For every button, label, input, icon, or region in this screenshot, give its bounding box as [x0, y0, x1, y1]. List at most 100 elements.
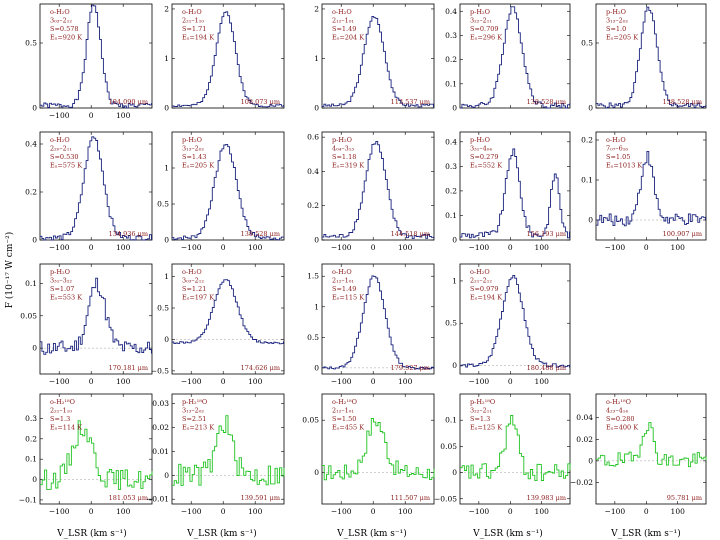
transition-info-line: S=1.18: [332, 153, 356, 161]
spectrum-line: [172, 11, 284, 108]
y-tick-label: 0: [32, 104, 37, 113]
panel-frame: [321, 393, 435, 505]
panel-frame: [171, 263, 285, 375]
transition-info-line: o-H₂O: [470, 268, 490, 276]
spectrum-line: [40, 136, 152, 241]
spectrum-panel-17: −0.05 0 0.05 0.1 −100 0 100 p-H₂¹⁸O3₂₂–2₁₁S=1.3…: [434, 393, 571, 516]
x-tick-label: 0: [89, 377, 94, 386]
y-tick-label: 0.01: [152, 447, 169, 456]
wavelength-label: 139.591 μm: [241, 494, 280, 502]
x-tick-label: 0: [371, 507, 376, 516]
y-tick-label: 0.4: [25, 140, 37, 149]
transition-info-line: p-H₂¹⁸O: [470, 398, 495, 406]
y-tick-label: 0.2: [25, 434, 37, 443]
transition-info-line: Eᵤ=920 K: [50, 34, 82, 42]
transition-info-line: S=1.3: [50, 415, 70, 423]
transition-info-line: o-H₂¹⁸O: [332, 398, 357, 406]
spectrum-line: [40, 4, 152, 109]
x-tick-label: −100: [469, 507, 490, 516]
y-tick-label: 0: [164, 335, 169, 344]
y-tick-label: 0.02: [152, 423, 169, 432]
transition-info-line: S=1.21: [182, 285, 206, 293]
y-tick-label: 0.1: [25, 455, 37, 464]
x-tick-label: −100: [49, 111, 70, 120]
y-tick-label: 0.4: [445, 137, 457, 146]
panel-frame: [171, 393, 285, 505]
y-tick-label: 0: [452, 236, 457, 245]
y-tick-label: 1: [164, 272, 169, 281]
transition-info-line: Eᵤ=1013 K: [606, 162, 642, 170]
wavelength-label: 174.626 μm: [241, 364, 280, 372]
transition-info-line: Eᵤ=296 K: [470, 34, 502, 42]
spectrum-panel-7: 0 0.2 0.4 0.6 −100 0 100 p-H₂O4₀₄–3₁₃S=1.18Eᵤ=3…: [307, 131, 435, 252]
x-tick-label: 0: [508, 243, 513, 252]
wavelength-label: 138.528 μm: [663, 98, 702, 106]
y-tick-label: 0: [164, 236, 169, 245]
transition-info-line: 4₂₃–4₁₄: [606, 407, 628, 415]
x-tick-label: 100: [248, 377, 263, 386]
y-tick-label: 0.1: [445, 211, 457, 220]
transition-info-line: o-H₂¹⁸O: [50, 398, 75, 406]
transition-info-line: Eᵤ=553 K: [50, 294, 82, 302]
transition-info-line: 3₁₃–2₀₂: [182, 407, 204, 415]
panel-frame: [39, 131, 153, 241]
spectrum-panel-16: 0 0.05 −100 0 100 o-H₂¹⁸O2₁₂–1₀₁S=1.50Eᵤ=455 …: [302, 393, 435, 516]
x-tick-label: 100: [248, 243, 263, 252]
y-tick-label: 0: [588, 216, 593, 225]
x-tick-label: −100: [181, 377, 202, 386]
x-tick-label: 0: [89, 111, 94, 120]
x-tick-label: 100: [535, 243, 550, 252]
spectrum-panel-10: 0 0.05 0.1 −100 0 100 p-H₂O3₃₁–3₂₂S=1.07Eᵤ=553…: [20, 263, 153, 386]
panel-frame: [39, 263, 153, 375]
wavelength-label: 104.090 μm: [109, 98, 148, 106]
panel-frame: [321, 263, 435, 375]
x-axis-title-col-1: V_LSR (km s⁻¹): [186, 528, 257, 539]
x-tick-label: 100: [535, 377, 550, 386]
y-tick-label: 0.5: [581, 39, 593, 48]
transition-info-line: 3₁₃–2₀₂: [182, 145, 204, 153]
y-tick-label: 1: [164, 164, 169, 173]
x-tick-label: −100: [49, 377, 70, 386]
x-tick-label: −100: [605, 243, 626, 252]
y-tick-label: 0: [32, 344, 37, 353]
y-tick-label: 0.1: [581, 176, 593, 185]
wavelength-label: 100.907 μm: [663, 230, 702, 238]
transition-info-line: S=0.979: [470, 285, 499, 293]
wavelength-label: 180.488 μm: [527, 364, 566, 372]
x-tick-label: 100: [398, 243, 413, 252]
x-tick-label: −100: [605, 507, 626, 516]
y-tick-label: 0.05: [20, 311, 37, 320]
transition-info-line: Eᵤ=319 K: [332, 162, 364, 170]
transition-info-line: p-H₂O: [470, 136, 490, 144]
spectrum-panel-8: 0 0.1 0.2 0.3 0.4 −100 0 100 p-H₂O3₃₁–4₀₄S=0.279…: [445, 131, 571, 252]
transition-info-line: 2₂₀–2₁₁: [50, 145, 72, 153]
wavelength-label: 139.983 μm: [527, 494, 566, 502]
y-tick-label: 0.1: [445, 416, 457, 425]
x-tick-label: −100: [331, 243, 352, 252]
panel-frame: [171, 3, 285, 109]
transition-info-line: o-H₂O: [606, 136, 626, 144]
transition-info-line: Eᵤ=197 K: [182, 294, 214, 302]
y-tick-label: 0.02: [576, 435, 593, 444]
wavelength-label: 181.053 μm: [109, 494, 148, 502]
y-tick-label: 0.3: [445, 162, 457, 171]
transition-info-line: S=0.530: [50, 153, 79, 161]
y-tick-label: 0.2: [307, 201, 319, 210]
x-tick-label: 0: [371, 243, 376, 252]
y-tick-label: 0: [314, 468, 319, 477]
y-tick-label: 0: [452, 468, 457, 477]
x-tick-label: −100: [331, 507, 352, 516]
transition-info-line: 2₂₁–2₁₂: [470, 277, 492, 285]
transition-info-line: S=1.0: [606, 25, 626, 33]
panel-frame: [459, 393, 571, 505]
x-tick-label: 0: [508, 507, 513, 516]
y-tick-label: 0.2: [445, 55, 457, 64]
y-tick-label: 0.4: [445, 7, 457, 16]
transition-info-line: S=1.50: [332, 415, 356, 423]
transition-info-line: S=1.07: [50, 285, 74, 293]
x-tick-label: 0: [221, 377, 226, 386]
y-tick-label: −0.1: [19, 495, 37, 504]
